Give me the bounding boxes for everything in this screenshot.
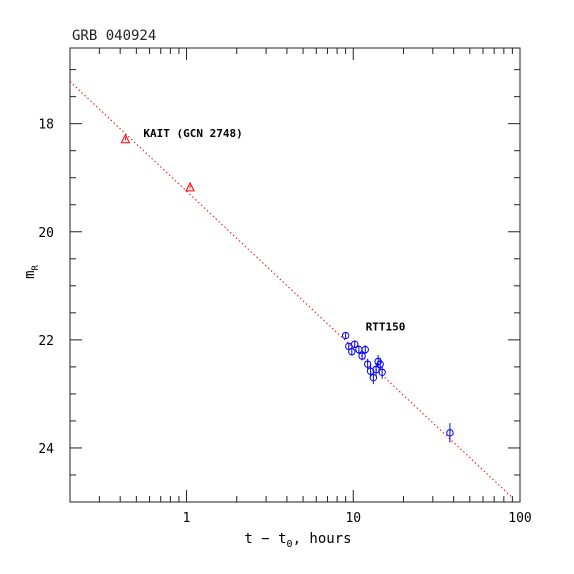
chart-title: GRB 040924 bbox=[72, 28, 156, 44]
y-tick-label: 22 bbox=[38, 334, 54, 349]
data-point-circle bbox=[369, 373, 378, 382]
data-point-circle bbox=[363, 360, 372, 368]
data-point-circle bbox=[341, 331, 350, 340]
x-axis-label: t − t0, hours bbox=[244, 531, 351, 550]
data-point-circle bbox=[351, 340, 359, 348]
y-tick-label: 20 bbox=[38, 226, 54, 241]
fit-line bbox=[69, 81, 513, 499]
data-point-triangle bbox=[120, 133, 131, 144]
data-marks bbox=[120, 133, 454, 443]
y-axis-label-subscript: R bbox=[31, 264, 41, 270]
fit-line-group bbox=[69, 81, 513, 499]
x-tick-label: 10 bbox=[345, 511, 361, 526]
data-point-circle bbox=[348, 348, 356, 356]
data-point-circle bbox=[372, 365, 380, 374]
plot-frame bbox=[69, 47, 521, 503]
x-axis-label-subscript: 0 bbox=[287, 539, 293, 550]
x-tick-label: 1 bbox=[183, 511, 191, 526]
data-point-triangle bbox=[185, 181, 195, 192]
x-tick-label: 100 bbox=[508, 511, 531, 526]
annotations: KAIT (GCN 2748) RTT150 bbox=[143, 127, 405, 334]
data-point-circle bbox=[361, 345, 369, 354]
annotation-label: KAIT (GCN 2748) bbox=[143, 127, 242, 140]
data-point-circle bbox=[446, 429, 454, 437]
annotation-label: RTT150 bbox=[366, 321, 406, 334]
data-point-circle bbox=[358, 352, 366, 360]
y-tick-label: 18 bbox=[38, 118, 54, 133]
y-axis-label-main: m bbox=[22, 270, 38, 278]
plot-axes: 1 10 100 18 20 22 24 bbox=[38, 47, 532, 526]
x-axis-label-suffix: , hours bbox=[293, 531, 352, 547]
data-point-circle bbox=[378, 368, 386, 376]
y-tick-label: 24 bbox=[38, 442, 54, 457]
y-axis-label: mR bbox=[22, 264, 41, 278]
x-axis-label-main: t − t bbox=[244, 531, 286, 547]
data-point-circle bbox=[376, 360, 384, 368]
